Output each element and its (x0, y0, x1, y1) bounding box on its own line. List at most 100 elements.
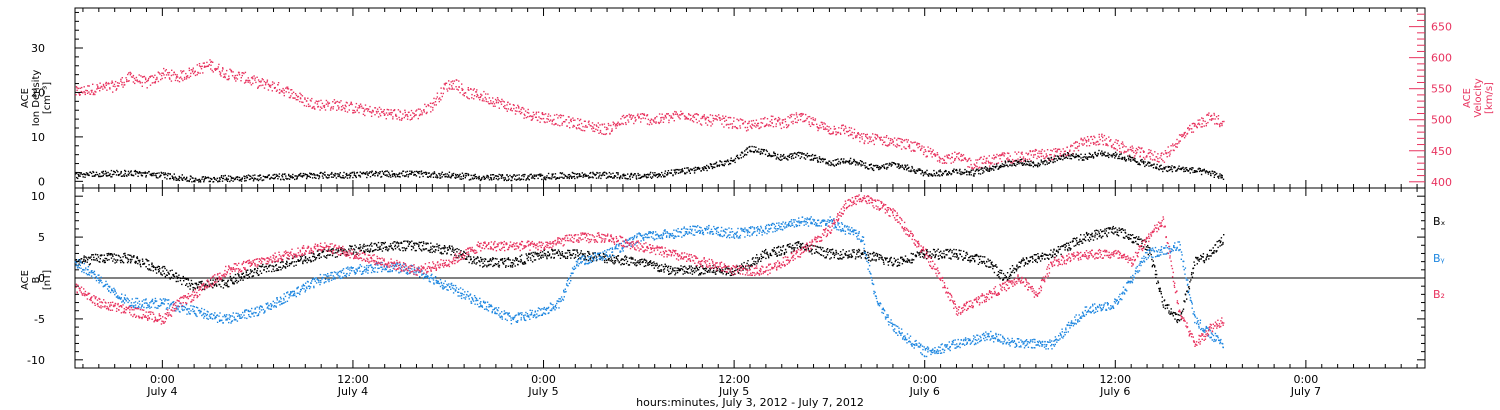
velocity-series-point (240, 77, 242, 79)
velocity-series-point (814, 118, 817, 120)
velocity-series-point (467, 97, 469, 99)
velocity-series-point (234, 74, 236, 77)
density-series-point (237, 176, 239, 178)
velocity-series-point (413, 112, 415, 115)
density-series-point (801, 153, 803, 155)
density-series-point (191, 177, 193, 179)
density-series-point (1065, 156, 1067, 158)
density-series-point (915, 169, 918, 172)
velocity-series-point (495, 102, 498, 104)
b-series-0-point (418, 244, 420, 246)
velocity-series-point (677, 115, 679, 117)
velocity-series-point (1117, 140, 1119, 142)
velocity-series-point (999, 158, 1001, 160)
density-series-point (1129, 155, 1131, 157)
b-series-0-point (257, 267, 259, 270)
velocity-series-point (1064, 150, 1067, 152)
density-series-point (646, 177, 648, 179)
velocity-series-point (210, 68, 212, 70)
velocity-series-point (102, 83, 105, 86)
velocity-series-point (605, 133, 608, 135)
b-series-0-point (373, 249, 375, 252)
b-series-0-point (96, 259, 98, 262)
velocity-series-point (1221, 120, 1224, 123)
density-series-point (1037, 166, 1039, 168)
velocity-series-point (396, 118, 398, 120)
velocity-series-point (707, 116, 710, 119)
b-series-0-point (248, 276, 250, 278)
velocity-series-point (359, 105, 361, 108)
velocity-series-point (255, 81, 257, 84)
velocity-series-point (1007, 159, 1009, 161)
velocity-series-point (886, 145, 888, 147)
density-series-point (182, 179, 184, 181)
velocity-series-point (688, 114, 690, 116)
density-series-point (936, 172, 938, 175)
density-series-point (735, 155, 738, 157)
density-series-point (355, 176, 357, 179)
density-series-point (201, 176, 204, 178)
velocity-series-point (1183, 137, 1186, 139)
density-series-point (90, 172, 93, 175)
velocity-series-point (165, 69, 167, 71)
density-series-point (694, 166, 697, 169)
velocity-series-point (847, 130, 849, 133)
density-series-point (755, 146, 757, 148)
b-series-0-point (137, 262, 139, 265)
velocity-series-point (881, 143, 884, 146)
velocity-series-point (584, 126, 586, 128)
b-series-0-point (279, 266, 281, 268)
density-series-point (448, 176, 450, 178)
density-series-point (439, 175, 441, 177)
density-series-point (697, 166, 700, 169)
density-series-point (842, 160, 844, 162)
b-series-0-point (465, 258, 467, 260)
velocity-series-point (313, 107, 316, 110)
velocity-series-point (719, 117, 721, 120)
density-series-point (398, 175, 400, 178)
density-series-point (762, 148, 764, 151)
density-series-point (923, 173, 925, 175)
density-series-point (753, 151, 755, 154)
b-series-0-point (381, 250, 384, 252)
density-series-point (1101, 150, 1103, 152)
velocity-series-point (559, 125, 561, 127)
density-series-point (1213, 176, 1215, 178)
density-series-point (212, 181, 215, 183)
density-series-point (490, 174, 492, 176)
velocity-series-point (339, 101, 341, 104)
density-series-point (563, 177, 565, 179)
density-series-point (643, 175, 645, 178)
density-series-point (271, 177, 274, 179)
b-series-0-point (233, 283, 235, 285)
density-series-point (123, 174, 125, 176)
velocity-series-point (1060, 150, 1062, 153)
velocity-series-point (307, 97, 309, 99)
b-series-0-point (286, 265, 289, 267)
velocity-series-point (290, 89, 292, 91)
density-series-point (222, 175, 225, 177)
b-series-0-point (157, 268, 160, 271)
density-series-point (879, 166, 881, 168)
b-series-0-point (108, 259, 110, 261)
density-series-point (610, 173, 612, 175)
velocity-series-point (867, 137, 869, 140)
b-series-0-point (268, 266, 270, 268)
density-series-point (294, 175, 296, 177)
density-series-point (198, 181, 200, 183)
density-series-point (173, 177, 175, 179)
velocity-series-point (202, 72, 204, 74)
velocity-series-point (777, 116, 780, 119)
velocity-series-point (654, 117, 656, 119)
velocity-series-point (779, 124, 781, 126)
velocity-series-point (327, 103, 329, 105)
velocity-series-point (772, 115, 774, 118)
density-series-point (655, 173, 658, 176)
velocity-series-point (432, 106, 434, 109)
density-series-point (533, 177, 536, 180)
velocity-series-point (271, 83, 274, 86)
b-series-0-point (306, 258, 309, 260)
b-series-0-point (261, 265, 263, 267)
velocity-series-point (1218, 123, 1221, 125)
density-series-point (377, 175, 379, 177)
